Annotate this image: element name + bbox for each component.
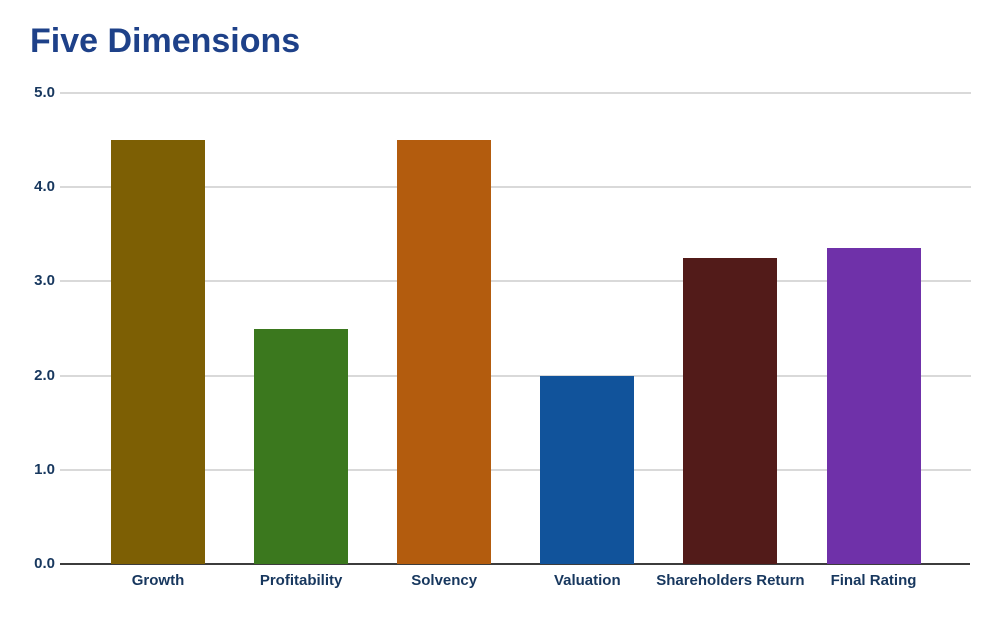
bar-profitability <box>254 328 349 564</box>
y-axis-tick-label: 3.0 <box>34 272 55 290</box>
x-axis-label: Solvency <box>411 572 478 589</box>
gridline <box>60 92 971 94</box>
y-axis-tick-label: 0.0 <box>34 555 55 572</box>
gridline <box>60 374 971 377</box>
y-axis-tick-label: 2.0 <box>34 366 55 384</box>
gridline <box>60 186 971 189</box>
x-axis-label: Growth <box>131 572 185 589</box>
y-axis-tick-label: 4.0 <box>34 178 55 196</box>
bar-shareholders-return <box>683 257 778 564</box>
y-axis-tick-label: 1.0 <box>34 460 55 478</box>
gridline <box>60 468 971 471</box>
chart-title: Five Dimensions <box>30 22 301 60</box>
bar-valuation <box>540 375 635 564</box>
bar-final-rating <box>826 248 921 564</box>
x-axis-line <box>60 563 970 565</box>
x-axis-label: Profitability <box>259 572 343 589</box>
x-axis-label: Shareholders Return <box>656 572 805 589</box>
x-axis-label: Final Rating <box>830 572 917 589</box>
x-axis-label: Valuation <box>553 572 621 589</box>
bar-solvency <box>397 140 492 564</box>
bar-growth <box>111 140 205 564</box>
gridline <box>60 280 971 283</box>
y-axis-tick-label: 5.0 <box>34 84 55 101</box>
